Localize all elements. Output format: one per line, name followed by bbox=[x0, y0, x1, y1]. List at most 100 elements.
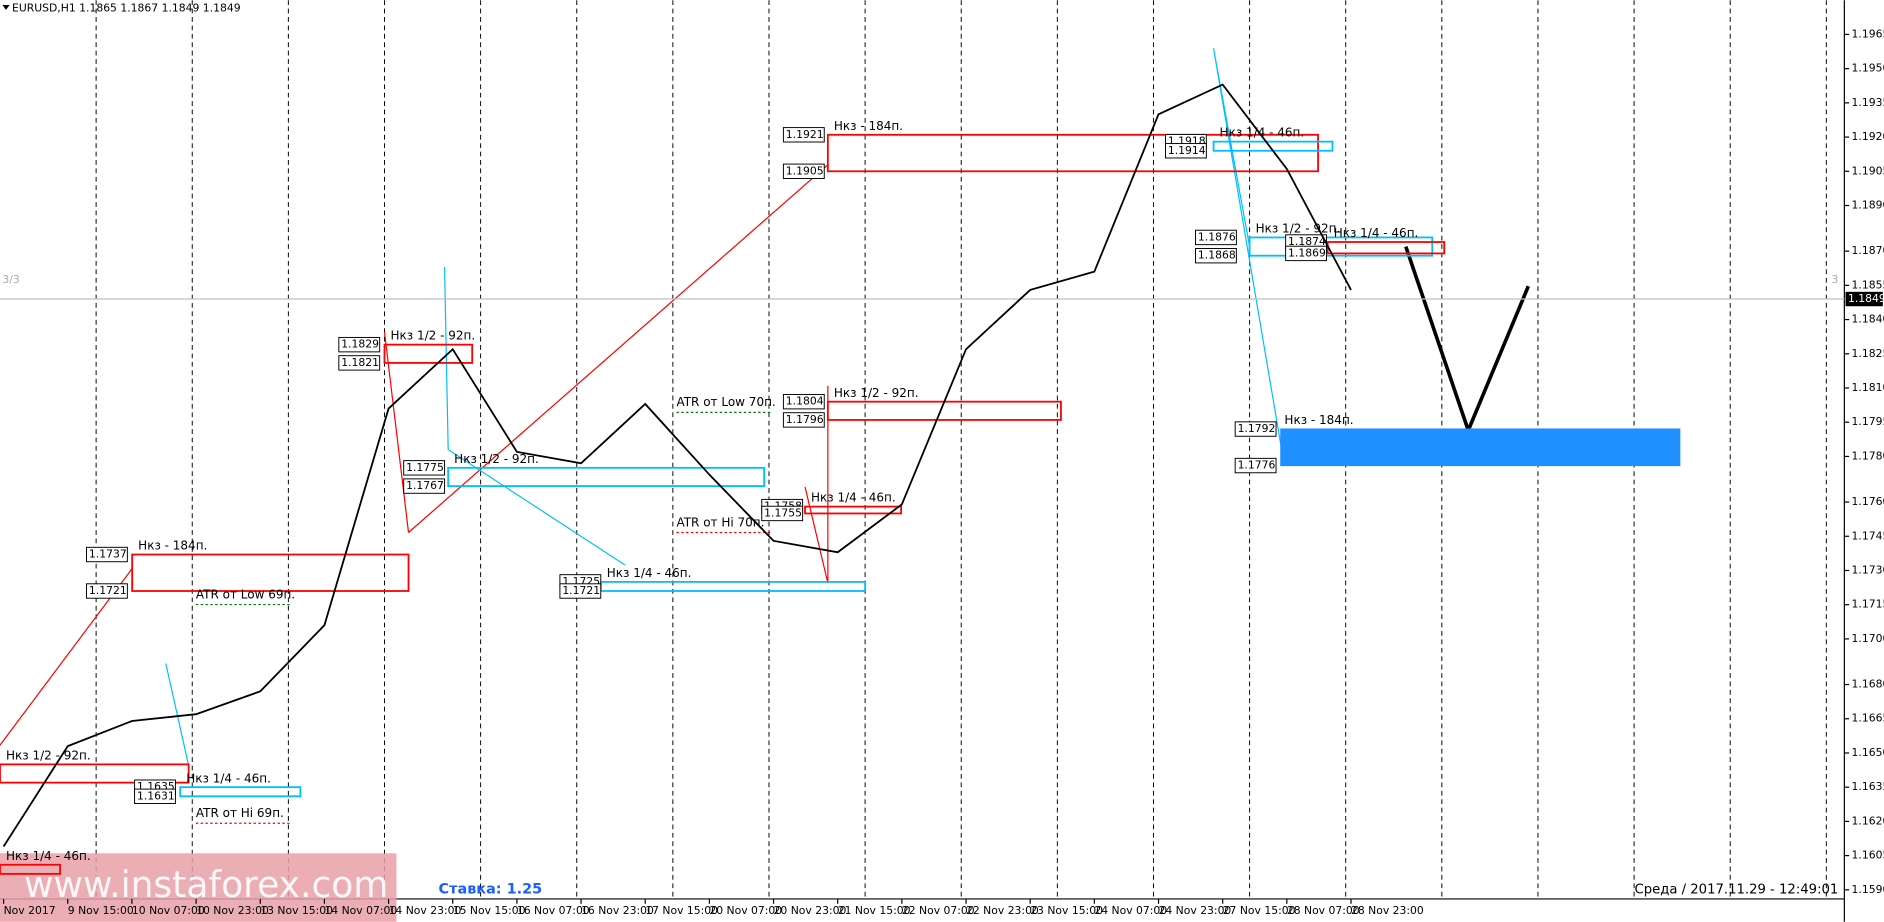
zone-label: Нкз 1/2 - 92п. bbox=[454, 452, 539, 466]
zone-label: Нкз - 184п. bbox=[138, 539, 207, 553]
x-tick-label: 16 Nov 07:00 bbox=[517, 904, 590, 917]
y-tick-label: 1.1780 bbox=[1852, 449, 1884, 462]
y-tick-label: 1.1665 bbox=[1852, 712, 1884, 725]
price-tag-box bbox=[1195, 248, 1237, 264]
y-tick-label: 1.1890 bbox=[1852, 199, 1884, 212]
price-tag-box bbox=[403, 460, 446, 476]
zone-label: Нкз 1/4 - 46п. bbox=[1334, 226, 1419, 240]
x-tick-label: 22 Nov 07:00 bbox=[902, 904, 975, 917]
price-tag: 1.1876 bbox=[1198, 230, 1236, 243]
y-tick-label: 1.1730 bbox=[1852, 563, 1884, 576]
x-tick-label: 13 Nov 15:00 bbox=[260, 904, 333, 917]
price-tag: 1.1868 bbox=[1198, 249, 1236, 262]
price-tag: 1.1767 bbox=[406, 479, 444, 492]
zone bbox=[179, 786, 302, 798]
current-price-box bbox=[1845, 291, 1883, 307]
zone bbox=[447, 466, 766, 487]
x-tick-label: 9 Nov 15:00 bbox=[68, 904, 134, 917]
y-tick-label: 1.1965 bbox=[1852, 27, 1884, 40]
left-marker: 3/3 bbox=[2, 273, 19, 286]
price-tag-box bbox=[1234, 421, 1277, 437]
price-tag-box bbox=[782, 393, 825, 410]
zone bbox=[804, 505, 903, 515]
x-tick-label: 10 Nov 07:00 bbox=[132, 904, 205, 917]
zone-label: Нкз 1/2 - 92п. bbox=[390, 329, 475, 343]
price-tag: 1.1921 bbox=[786, 128, 824, 141]
price-tag: 1.1874 bbox=[1288, 235, 1326, 248]
price-tag-box bbox=[86, 546, 128, 563]
chart-title: EURUSD,H1 1.1865 1.1867 1.1849 1.1849 bbox=[12, 2, 241, 15]
y-tick-label: 1.1795 bbox=[1852, 415, 1884, 428]
price-tag: 1.1631 bbox=[137, 789, 175, 802]
zone-label: Нкз 1/4 - 46п. bbox=[607, 566, 692, 580]
price-tag: 1.1792 bbox=[1238, 422, 1276, 435]
y-tick-label: 1.1590 bbox=[1852, 883, 1884, 896]
zone-label: Нкз 1/2 - 92п. bbox=[834, 386, 919, 400]
atr-label: ATR от Hi 70п. bbox=[676, 515, 764, 529]
x-tick-label: 27 Nov 15:00 bbox=[1223, 904, 1296, 917]
x-tick-label: Nov 2017 bbox=[4, 904, 56, 917]
x-tick-label: 21 Nov 15:00 bbox=[838, 904, 911, 917]
zone bbox=[131, 553, 410, 592]
x-tick-label: 24 Nov 23:00 bbox=[1159, 904, 1232, 917]
x-tick-label: 20 Nov 07:00 bbox=[709, 904, 782, 917]
x-tick-label: 16 Nov 23:00 bbox=[581, 904, 654, 917]
y-tick-label: 1.1650 bbox=[1852, 746, 1884, 759]
y-tick-label: 1.1825 bbox=[1852, 347, 1884, 360]
price-tag: 1.1721 bbox=[562, 584, 600, 597]
atr-label: ATR от Low 70п. bbox=[676, 395, 775, 409]
zone-label: Нкз 1/4 - 46п. bbox=[186, 771, 271, 785]
x-tick-label: 15 Nov 15:00 bbox=[453, 904, 526, 917]
zone-label: Нкз 1/4 - 46п. bbox=[811, 491, 896, 505]
price-tag: 1.1796 bbox=[786, 413, 824, 426]
price-tag: 1.1821 bbox=[341, 356, 379, 369]
menu-arrow[interactable] bbox=[2, 5, 10, 10]
price-tag-box bbox=[782, 163, 825, 179]
price-tag-box bbox=[338, 336, 381, 353]
y-tick-label: 1.1680 bbox=[1852, 678, 1884, 691]
price-tag: 1.1755 bbox=[764, 506, 802, 519]
zone-label: Нкз - 184п. bbox=[834, 119, 903, 133]
x-tick-label: 20 Nov 23:00 bbox=[774, 904, 847, 917]
y-tick-label: 1.1840 bbox=[1852, 313, 1884, 326]
x-tick-label: 14 Nov 23:00 bbox=[389, 904, 462, 917]
y-tick-label: 1.1810 bbox=[1852, 381, 1884, 394]
x-tick-label: 24 Nov 07:00 bbox=[1094, 904, 1167, 917]
current-price-label: 1.1849 bbox=[1848, 292, 1884, 305]
price-tag: 1.1829 bbox=[341, 338, 379, 351]
price-line bbox=[2, 83, 1352, 847]
day-separators bbox=[95, 0, 1827, 899]
price-tag: 1.1869 bbox=[1288, 246, 1326, 259]
price-tag: 1.1914 bbox=[1168, 144, 1206, 157]
price-tag-box bbox=[1195, 229, 1237, 246]
watermark: www.instaforex.com bbox=[24, 865, 388, 906]
connectors bbox=[0, 48, 1282, 766]
y-tick-label: 1.1935 bbox=[1852, 96, 1884, 109]
x-tick-label: 28 Nov 07:00 bbox=[1287, 904, 1360, 917]
y-tick-label: 1.1920 bbox=[1852, 130, 1884, 143]
x-tick-label: 23 Nov 15:00 bbox=[1030, 904, 1103, 917]
rate-label: Ставка: 1.25 bbox=[439, 881, 543, 897]
price-tag: 1.1776 bbox=[1238, 459, 1276, 472]
atr-label: ATR от Hi 69п. bbox=[196, 806, 284, 820]
y-tick-label: 1.1715 bbox=[1852, 598, 1884, 611]
zone bbox=[0, 863, 61, 875]
price-tag: 1.1721 bbox=[89, 584, 127, 597]
zone-label: Нкз 1/4 - 46п. bbox=[6, 849, 91, 863]
x-tick-label: 14 Nov 07:00 bbox=[324, 904, 397, 917]
price-tag-box bbox=[559, 583, 602, 599]
zone bbox=[1280, 428, 1681, 467]
atr-label: ATR от Low 69п. bbox=[196, 587, 295, 601]
price-tag-box bbox=[761, 505, 804, 522]
price-tag: 1.1905 bbox=[786, 164, 824, 177]
timestamp: Среда / 2017.11.29 - 12:49:01 bbox=[1634, 882, 1838, 897]
x-tick-label: 22 Nov 23:00 bbox=[966, 904, 1039, 917]
y-tick-label: 1.1870 bbox=[1852, 244, 1884, 257]
price-tag-box bbox=[86, 583, 128, 599]
price-tag-box bbox=[403, 478, 446, 494]
price-tag-box bbox=[134, 788, 176, 804]
price-tag: 1.1737 bbox=[89, 548, 127, 561]
right-marker: 3 bbox=[1831, 273, 1838, 286]
zone bbox=[383, 343, 474, 364]
x-tick-label: 28 Nov 23:00 bbox=[1351, 904, 1424, 917]
